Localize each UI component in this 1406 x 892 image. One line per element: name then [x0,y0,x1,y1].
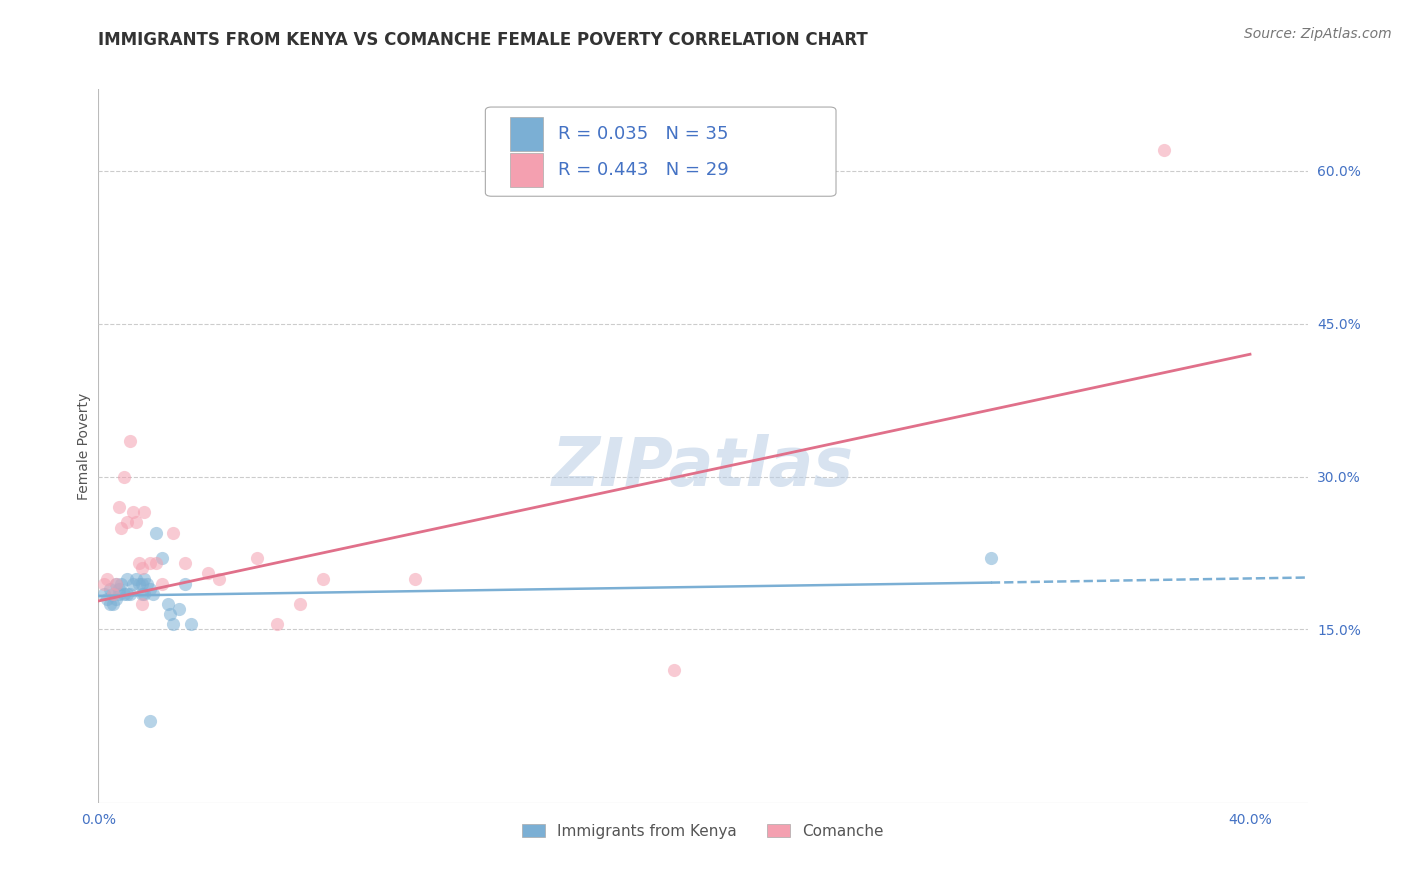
Point [162,617,184,632]
Point [246,551,269,566]
Point [197,566,219,581]
Point [107,587,129,601]
Point [93,576,115,591]
Point [162,525,184,540]
Point [136,576,159,591]
Point [110,520,132,534]
Point [131,561,153,575]
Point [404,572,426,586]
Point [142,587,165,601]
Point [101,587,124,601]
Point [150,576,173,591]
Point [101,597,124,611]
Point [664,663,686,677]
Point [112,587,135,601]
Point [115,516,138,530]
Point [131,587,153,601]
Text: ZIPatlas: ZIPatlas [553,434,853,500]
Point [101,587,124,601]
Point [128,576,150,591]
Legend: Immigrants from Kenya, Comanche: Immigrants from Kenya, Comanche [516,818,890,845]
Point [107,582,129,596]
Point [145,525,167,540]
Point [104,576,127,591]
Point [134,572,156,586]
Point [139,556,162,570]
Point [156,597,179,611]
Point [115,587,138,601]
Point [131,597,153,611]
Point [134,505,156,519]
Point [125,516,148,530]
Point [122,576,145,591]
Point [1153,144,1175,158]
Point [104,576,127,591]
Point [139,582,162,596]
Point [145,556,167,570]
Point [93,587,115,601]
Point [98,597,121,611]
Y-axis label: Female Poverty: Female Poverty [77,392,91,500]
Point [110,576,132,591]
Point [266,617,288,632]
Point [173,556,195,570]
Point [96,572,118,586]
Text: IMMIGRANTS FROM KENYA VS COMANCHE FEMALE POVERTY CORRELATION CHART: IMMIGRANTS FROM KENYA VS COMANCHE FEMALE… [98,31,868,49]
Point [288,597,311,611]
FancyBboxPatch shape [485,107,837,196]
Point [180,617,202,632]
Bar [509,117,543,152]
Point [134,587,156,601]
Point [120,434,142,448]
Point [107,500,129,515]
Point [128,556,150,570]
Point [104,591,127,606]
Text: R = 0.035   N = 35: R = 0.035 N = 35 [558,125,728,143]
Point [139,714,162,729]
Point [167,602,190,616]
Point [159,607,181,622]
Text: Source: ZipAtlas.com: Source: ZipAtlas.com [1244,27,1392,41]
Point [208,572,231,586]
Point [173,576,195,591]
Bar [509,153,543,187]
Point [150,551,173,566]
Point [115,572,138,586]
Point [98,582,121,596]
Point [312,572,335,586]
Point [96,591,118,606]
Point [131,576,153,591]
Text: R = 0.443   N = 29: R = 0.443 N = 29 [558,161,728,178]
Point [120,587,142,601]
Point [125,572,148,586]
Point [980,551,1002,566]
Point [112,469,135,483]
Point [122,505,145,519]
